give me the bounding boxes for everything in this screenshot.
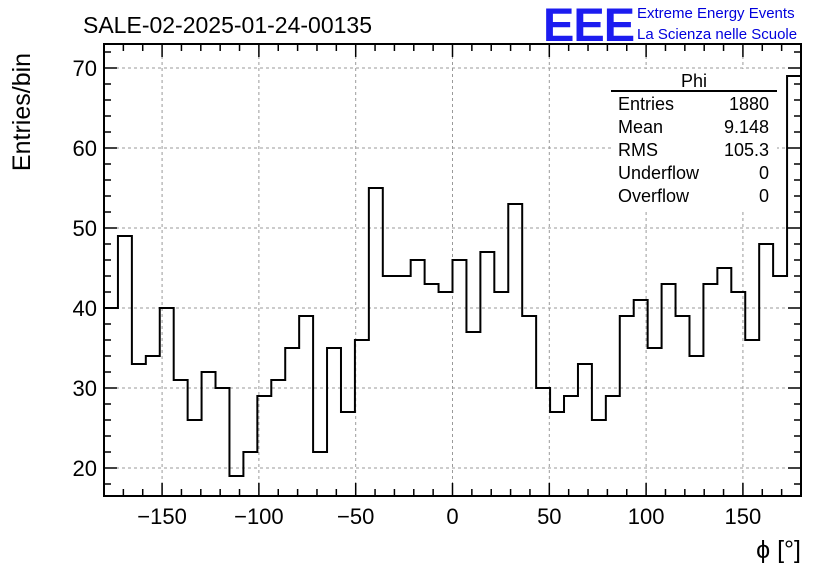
eee-logo-line1: Extreme Energy Events <box>637 5 795 22</box>
histogram-bin <box>508 204 522 496</box>
histogram-bin <box>648 348 662 496</box>
histogram-bin <box>773 276 787 496</box>
histogram-bin <box>550 412 564 496</box>
histogram-bin <box>662 284 676 496</box>
histogram-bin <box>717 268 731 496</box>
histogram-bin <box>229 476 243 496</box>
y-tick-label: 30 <box>73 376 97 401</box>
stats-row-label: Entries <box>618 94 674 114</box>
histogram-bin <box>620 316 634 496</box>
y-axis-label: Entries/bin <box>8 53 36 171</box>
y-tick-label: 60 <box>73 136 97 161</box>
histogram-bin <box>313 452 327 496</box>
histogram-bin <box>745 340 759 496</box>
chart-title: SALE-02-2025-01-24-00135 <box>83 12 372 38</box>
histogram-bin <box>118 236 132 496</box>
histogram-bin <box>703 284 717 496</box>
histogram-bin <box>202 372 216 496</box>
stats-row-value: 9.148 <box>724 117 769 137</box>
histogram-bin <box>355 340 369 496</box>
histogram-bin <box>634 300 648 496</box>
histogram-bin <box>146 356 160 496</box>
histogram-bin <box>327 348 341 496</box>
histogram-bin <box>132 364 146 496</box>
x-tick-label: 0 <box>446 504 458 529</box>
histogram-bin <box>341 412 355 496</box>
eee-logo: EEE Extreme Energy Events La Scienza nel… <box>543 0 797 51</box>
histogram-bin <box>494 292 508 496</box>
stats-row-value: 105.3 <box>724 140 769 160</box>
histogram-bin <box>689 356 703 496</box>
histogram-bin <box>453 260 467 496</box>
x-axis-label: ϕ [°] <box>756 536 801 564</box>
histogram-bin <box>759 244 773 496</box>
x-tick-label: 150 <box>725 504 762 529</box>
stats-row-value: 1880 <box>729 94 769 114</box>
stats-box: Phi Entries 1880 Mean 9.148 RMS 105.3 Underflo… <box>611 69 777 211</box>
stats-row-value: 0 <box>759 163 769 183</box>
histogram-bin <box>676 316 690 496</box>
stats-box-background <box>612 69 777 211</box>
histogram-bin <box>787 76 801 496</box>
histogram-bin <box>271 380 285 496</box>
histogram-bin <box>174 380 188 496</box>
x-tick-label: 100 <box>628 504 665 529</box>
y-tick-label: 50 <box>73 216 97 241</box>
histogram-bin <box>480 252 494 496</box>
histogram-bin <box>536 388 550 496</box>
y-tick-label: 70 <box>73 56 97 81</box>
stats-row-label: Overflow <box>618 186 690 206</box>
x-tick-label: −150 <box>137 504 187 529</box>
histogram-bin <box>425 284 439 496</box>
histogram-bin <box>592 420 606 496</box>
stats-row-label: Underflow <box>618 163 700 183</box>
axis-tick-labels: −150 −100 −50 0 50 100 150 20 30 40 50 60 70 <box>73 56 762 529</box>
histogram-bin <box>383 276 397 496</box>
x-tick-label: −50 <box>337 504 374 529</box>
histogram-bin <box>299 316 313 496</box>
x-tick-label: −100 <box>234 504 284 529</box>
histogram-bin <box>466 332 480 496</box>
stats-row-label: RMS <box>618 140 658 160</box>
histogram-outline <box>104 75 801 477</box>
axis-ticks <box>104 44 801 496</box>
x-tick-label: 50 <box>537 504 561 529</box>
histogram-bin <box>606 396 620 496</box>
histogram-bin <box>257 396 271 496</box>
eee-logo-mark: EEE <box>543 0 634 51</box>
histogram-bin <box>397 276 411 496</box>
stats-box-rows: Entries 1880 Mean 9.148 RMS 105.3 Underflow 0 Ov… <box>618 94 769 206</box>
histogram-bin <box>564 396 578 496</box>
histogram-bin <box>522 316 536 496</box>
histogram-bin <box>369 188 383 496</box>
grid-lines <box>104 44 801 496</box>
histogram-bin <box>243 452 257 496</box>
histogram-bin <box>285 348 299 496</box>
stats-box-title: Phi <box>681 71 707 91</box>
histogram-bin <box>439 292 453 496</box>
histogram-bin <box>188 420 202 496</box>
stats-row-label: Mean <box>618 117 663 137</box>
y-tick-label: 20 <box>73 456 97 481</box>
eee-logo-line2: La Scienza nelle Scuole <box>637 26 797 43</box>
stats-row-value: 0 <box>759 186 769 206</box>
histogram-bin <box>411 260 425 496</box>
histogram-bin <box>578 364 592 496</box>
y-tick-label: 40 <box>73 296 97 321</box>
histogram-bin <box>216 388 230 496</box>
